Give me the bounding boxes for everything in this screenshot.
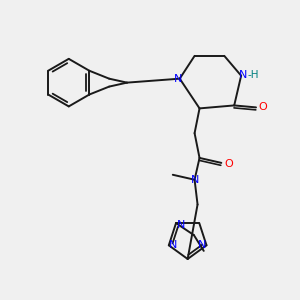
Text: -H: -H	[247, 70, 259, 80]
Text: O: O	[259, 102, 267, 112]
Text: N: N	[190, 175, 199, 185]
Text: N: N	[174, 74, 182, 84]
Text: N: N	[239, 70, 247, 80]
Text: N: N	[198, 240, 207, 250]
Text: O: O	[224, 159, 233, 169]
Text: N: N	[169, 240, 177, 250]
Text: N: N	[177, 220, 185, 230]
